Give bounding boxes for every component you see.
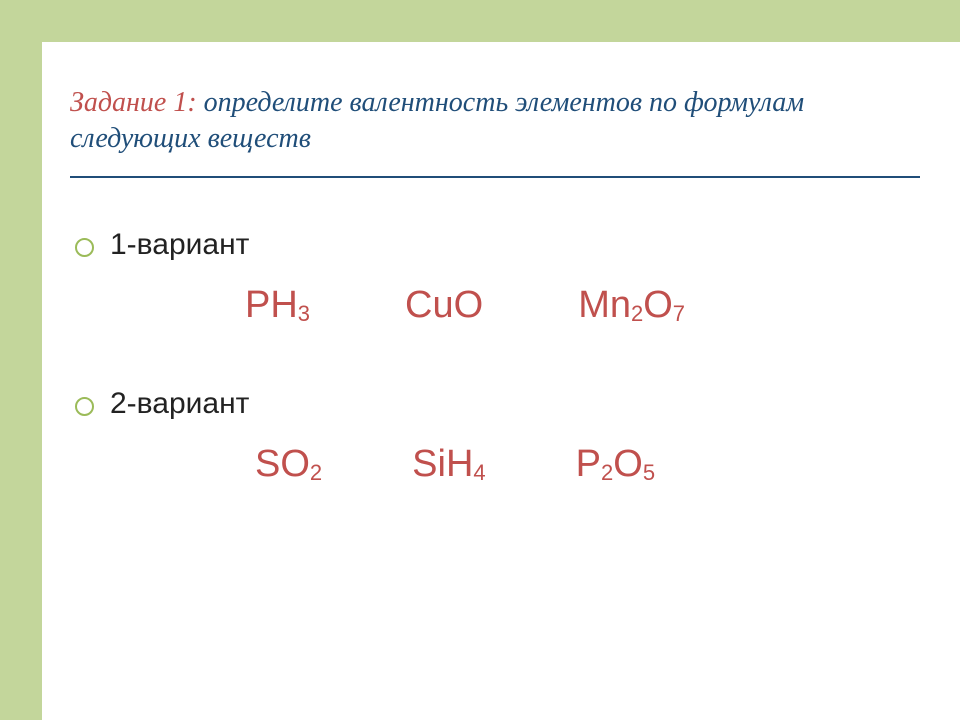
formula: CuO: [405, 284, 483, 327]
list-item: 2-вариант SO2 SiH4 P2O5: [75, 387, 920, 486]
formula: SO2: [255, 443, 322, 486]
variant-list: 1-вариант PH3 CuO Mn2O7 2-вариант SO2 Si…: [70, 228, 920, 486]
formula-row-1: PH3 CuO Mn2O7: [110, 284, 920, 327]
variant-label-1: 1-вариант: [110, 228, 920, 262]
top-band: [0, 0, 960, 42]
formula: PH3: [245, 284, 310, 327]
formula: P2O5: [576, 443, 655, 486]
slide-title: Задание 1: определите валентность элемен…: [70, 85, 920, 178]
task-label: Задание 1:: [70, 87, 197, 118]
formula: Mn2O7: [578, 284, 685, 327]
slide-content: Задание 1: определите валентность элемен…: [70, 85, 920, 546]
formula: SiH4: [412, 443, 485, 486]
formula-row-2: SO2 SiH4 P2O5: [110, 443, 920, 486]
list-item: 1-вариант PH3 CuO Mn2O7: [75, 228, 920, 327]
variant-label-2: 2-вариант: [110, 387, 920, 421]
left-band: [0, 0, 42, 720]
